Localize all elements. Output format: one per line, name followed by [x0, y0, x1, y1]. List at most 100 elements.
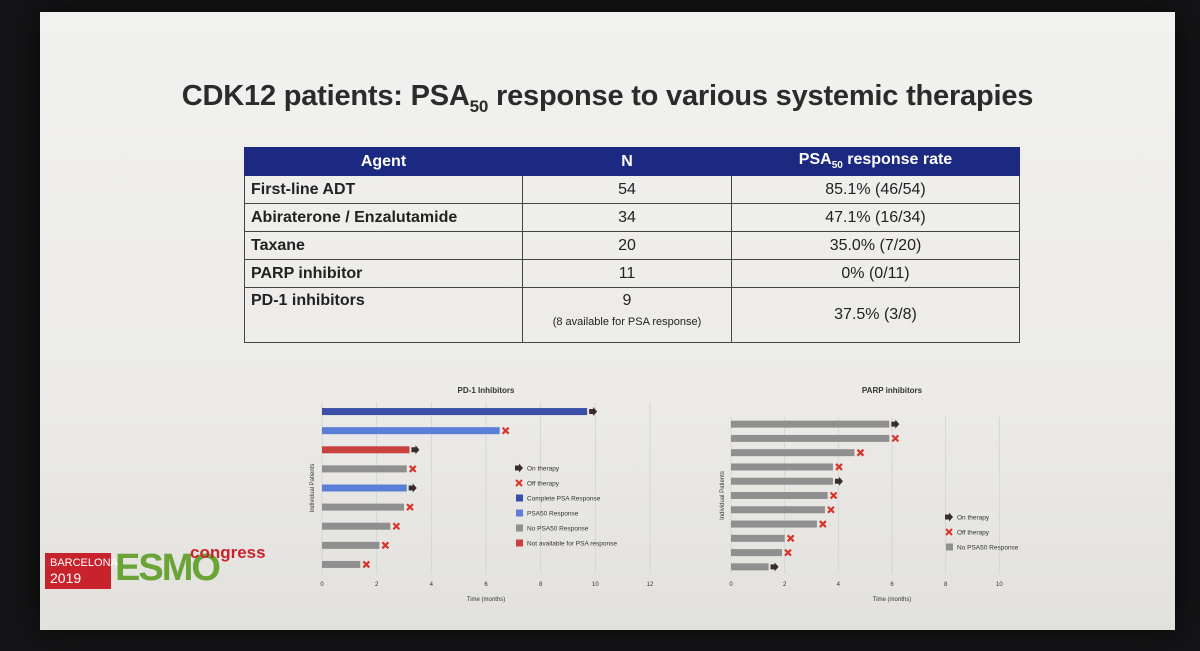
esmo-congress-logo: BARCELONA 2019 ESMO congress [45, 543, 266, 593]
x-tick-label: 4 [430, 582, 434, 588]
table-row: PD-1 inhibitors 9 (8 available for PSA re… [244, 287, 1020, 343]
cell-n: 34 [522, 203, 732, 232]
header-n: N [522, 147, 732, 176]
legend-swatch [946, 543, 953, 551]
off-therapy-cross-icon [835, 463, 843, 471]
off-therapy-cross-icon [786, 534, 795, 543]
y-axis-label: Individual Patients [720, 471, 726, 520]
patient-bar [322, 541, 380, 549]
patient-bar [731, 534, 785, 542]
legend-arrow-icon [945, 512, 953, 522]
cell-n: 20 [522, 231, 732, 260]
cell-agent: Taxane [244, 231, 523, 260]
legend-label: PSA50 Response [527, 511, 579, 518]
patient-bar [322, 465, 407, 473]
off-therapy-cross-icon [856, 448, 865, 457]
patient-bar [731, 563, 769, 571]
on-therapy-arrow-icon [411, 445, 420, 455]
cell-agent: PARP inhibitor [244, 259, 523, 288]
cell-agent: PD-1 inhibitors [244, 287, 523, 343]
patient-bar [731, 549, 782, 557]
x-tick-label: 10 [592, 582, 599, 588]
x-tick-label: 10 [996, 582, 1003, 588]
legend-swatch [516, 524, 523, 532]
x-tick-label: 12 [647, 582, 654, 588]
x-tick-label: 0 [320, 582, 324, 588]
cell-agent: First-line ADT [244, 175, 523, 204]
patient-bar [731, 434, 890, 442]
x-axis-label: Time (months) [467, 597, 505, 603]
table-row: PARP inhibitor 11 0% (0/11) [244, 259, 1020, 288]
off-therapy-cross-icon [501, 426, 510, 435]
legend-swatch [516, 509, 523, 517]
cell-rate: 37.5% (3/8) [731, 287, 1020, 343]
patient-bar [322, 560, 361, 568]
header-agent: Agent [244, 147, 523, 176]
cell-rate: 47.1% (16/34) [731, 203, 1020, 232]
legend-label: Off therapy [527, 481, 560, 488]
off-therapy-cross-icon [829, 491, 838, 500]
x-tick-label: 0 [729, 582, 733, 588]
legend-cross-icon [945, 528, 953, 536]
on-therapy-arrow-icon [891, 419, 900, 429]
legend-label: On therapy [527, 466, 560, 473]
logo-city-badge: BARCELONA 2019 [45, 553, 118, 589]
chart-title: PARP inhibitors [862, 386, 923, 395]
table-row: Abiraterone / Enzalutamide 34 47.1% (16/… [244, 203, 1020, 232]
legend-swatch [516, 539, 523, 547]
patient-bar [322, 446, 410, 454]
off-therapy-cross-icon [891, 434, 900, 443]
chart-title: PD-1 Inhibitors [458, 386, 515, 395]
off-therapy-cross-icon [362, 560, 371, 569]
pd1-inhibitors-chart: PD-1 Inhibitors 0 2 4 6 8 10 12 Time (months) Ind… [310, 386, 654, 603]
patient-bar [731, 477, 833, 485]
response-table: Agent N PSA50 response rate First-line A… [244, 147, 1020, 343]
logo-brand: ESMO [115, 547, 221, 589]
legend-cross-icon [515, 479, 523, 487]
x-axis-label: Time (months) [873, 597, 911, 603]
x-tick-label: 2 [783, 582, 787, 588]
off-therapy-cross-icon [784, 548, 792, 557]
patient-bar [322, 484, 407, 492]
legend-label: Not available for PSA response [527, 541, 617, 548]
parp-inhibitors-chart: PARP inhibitors024681012Time (months)Ind… [720, 386, 1050, 603]
off-therapy-cross-icon [819, 520, 827, 528]
legend-swatch [516, 494, 523, 502]
patient-bar [322, 522, 391, 530]
x-tick-label: 2 [375, 582, 379, 588]
patient-bar [322, 427, 500, 435]
off-therapy-cross-icon [392, 522, 401, 530]
off-therapy-cross-icon [408, 465, 417, 473]
legend-label: Off therapy [957, 530, 990, 537]
presentation-slide: CDK12 patients: PSA50 response to variou… [40, 12, 1175, 630]
patient-bar [731, 520, 817, 528]
logo-suffix: congress [190, 543, 266, 562]
y-axis-label: Individual Patients [310, 464, 316, 513]
off-therapy-cross-icon [406, 503, 414, 511]
on-therapy-arrow-icon [589, 407, 598, 417]
on-therapy-arrow-icon [770, 562, 779, 572]
table-header-row: Agent N PSA50 response rate [244, 147, 1020, 176]
patient-bar [322, 408, 588, 416]
x-tick-label: 6 [890, 582, 894, 588]
cell-n: 9 (8 available for PSA response) [522, 287, 732, 343]
off-therapy-cross-icon [381, 541, 390, 550]
on-therapy-arrow-icon [834, 476, 843, 486]
slide-title: CDK12 patients: PSA50 response to variou… [181, 80, 1034, 116]
legend-label: On therapy [957, 515, 990, 522]
table-row: First-line ADT 54 85.1% (46/54) [244, 175, 1020, 204]
x-tick-label: 4 [837, 582, 841, 588]
cell-rate: 0% (0/11) [731, 259, 1020, 288]
patient-bar [731, 506, 825, 514]
cell-note: (8 available for PSA response) [552, 316, 702, 328]
on-therapy-arrow-icon [408, 483, 417, 493]
legend-label: Complete PSA Response [527, 496, 601, 503]
x-tick-label: 6 [484, 582, 488, 588]
patient-bar [731, 463, 833, 471]
patient-bar [731, 449, 855, 457]
cell-n: 11 [522, 259, 732, 288]
table-row: Taxane 20 35.0% (7/20) [244, 231, 1020, 260]
legend-arrow-icon [515, 463, 523, 473]
legend-label: No PSA50 Response [957, 545, 1019, 552]
header-rate: PSA50 response rate [731, 147, 1020, 176]
